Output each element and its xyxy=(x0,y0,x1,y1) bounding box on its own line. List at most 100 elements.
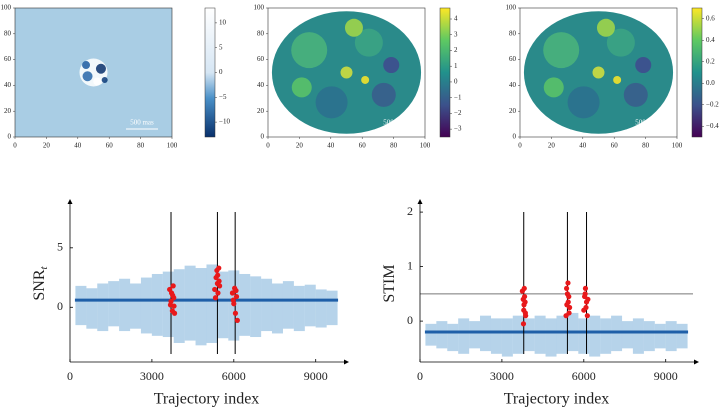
y-tick-label: 2 xyxy=(407,204,413,218)
point xyxy=(232,310,239,316)
y-tick-label: 60 xyxy=(509,55,517,63)
spread-bar xyxy=(632,318,644,354)
image-feature xyxy=(344,18,363,37)
x-axis-label: Trajectory index xyxy=(504,391,610,408)
x-tick-label: 9000 xyxy=(654,369,678,383)
x-tick-label: 40 xyxy=(579,142,587,150)
y-tick-label: 100 xyxy=(254,4,265,12)
spread-bar xyxy=(458,318,470,354)
image xyxy=(15,8,172,137)
x-tick-label: 20 xyxy=(548,142,556,150)
point xyxy=(566,310,572,316)
colorbar xyxy=(439,7,451,138)
point xyxy=(230,297,236,303)
spread-bar xyxy=(436,321,448,349)
spread-bar xyxy=(97,283,109,332)
point xyxy=(217,283,223,289)
spread-bar xyxy=(556,315,568,354)
x-axis-label: Trajectory index xyxy=(154,391,260,408)
image-feature xyxy=(592,66,605,79)
y-axis-label-main: SNR xyxy=(31,269,48,300)
spread-bar xyxy=(217,271,229,339)
image-feature xyxy=(635,57,652,74)
spread-bar xyxy=(512,315,524,354)
colorbar-tick-label: 0 xyxy=(454,78,458,86)
spread-bar xyxy=(600,318,612,354)
x-tick-label: 0 xyxy=(518,142,522,150)
image-feature xyxy=(340,66,353,79)
image-feature xyxy=(596,18,615,37)
spread-bar xyxy=(151,273,163,336)
image-frame xyxy=(519,7,678,138)
point xyxy=(233,288,239,294)
spread-bar xyxy=(173,269,185,343)
x-tick-label: 9000 xyxy=(304,369,328,383)
spread-bar xyxy=(315,289,327,328)
image-feature xyxy=(95,63,106,74)
point xyxy=(216,265,222,271)
colorbar-tick-label: 0.4 xyxy=(706,36,715,44)
y-tick-label: 0 xyxy=(513,133,517,141)
x-tick-label: 3000 xyxy=(490,369,514,383)
image-feature xyxy=(291,77,312,98)
x-tick-label: 80 xyxy=(642,142,650,150)
point xyxy=(520,321,527,327)
y-tick-label: 0 xyxy=(407,313,413,327)
spread-bar xyxy=(261,278,273,332)
spread-bar xyxy=(130,283,142,329)
image-feature xyxy=(101,76,108,83)
y-tick-label: 100 xyxy=(506,4,517,12)
spread-bar xyxy=(271,283,283,334)
colorbar-tick-label: 0 xyxy=(219,68,223,76)
annotation: 500 mas xyxy=(130,119,154,127)
point xyxy=(583,304,589,311)
y-tick-label: 60 xyxy=(4,55,12,63)
x-tick-label: 0 xyxy=(67,369,73,383)
y-tick-label: 20 xyxy=(257,107,265,115)
y-tick-label: 0 xyxy=(261,133,265,141)
point xyxy=(521,302,527,308)
point xyxy=(584,313,590,319)
colorbar-tick-label: 4 xyxy=(454,15,458,23)
x-tick-label: 6000 xyxy=(222,369,246,383)
x-tick-label: 100 xyxy=(672,142,683,150)
x-tick-label: 60 xyxy=(611,142,619,150)
spread-bar xyxy=(578,318,590,354)
y-tick-label: 0 xyxy=(57,299,63,313)
y-tick-label: 20 xyxy=(509,107,517,115)
colorbar-tick-label: 10 xyxy=(219,18,227,26)
colorbar-tick-label: 2 xyxy=(454,46,458,54)
image xyxy=(523,11,674,134)
spread-bar xyxy=(665,321,677,352)
x-tick-label: 80 xyxy=(390,142,398,150)
x-tick-label: 0 xyxy=(417,369,423,383)
y-axis-label-main: STIM xyxy=(381,264,398,302)
colorbar-tick-label: −5 xyxy=(219,93,227,101)
y-tick-label: 60 xyxy=(257,55,265,63)
image-feature xyxy=(315,86,348,119)
colorbar-tick-label: −0.4 xyxy=(706,122,719,130)
point xyxy=(170,283,176,289)
image-feature xyxy=(291,32,328,69)
spread-bar xyxy=(304,284,316,327)
image xyxy=(271,11,422,134)
point xyxy=(215,272,221,278)
x-tick-label: 20 xyxy=(43,142,51,150)
spread-bar xyxy=(282,281,294,329)
x-tick-label: 0 xyxy=(266,142,270,150)
point xyxy=(521,285,527,292)
spread-bar xyxy=(206,264,218,343)
image-feature xyxy=(613,75,622,84)
spread-bar xyxy=(293,285,305,332)
image-feature xyxy=(567,86,600,119)
image-feature xyxy=(354,28,383,57)
y-tick-label: 40 xyxy=(4,81,12,89)
y-tick-label: 5 xyxy=(57,240,63,254)
y-axis-label: STIM xyxy=(381,264,398,302)
y-axis-label-sub: t xyxy=(38,265,50,269)
spread-bar xyxy=(523,318,535,352)
y-tick-label: 80 xyxy=(4,29,12,37)
image-frame xyxy=(267,7,426,138)
image-feature xyxy=(93,77,102,86)
